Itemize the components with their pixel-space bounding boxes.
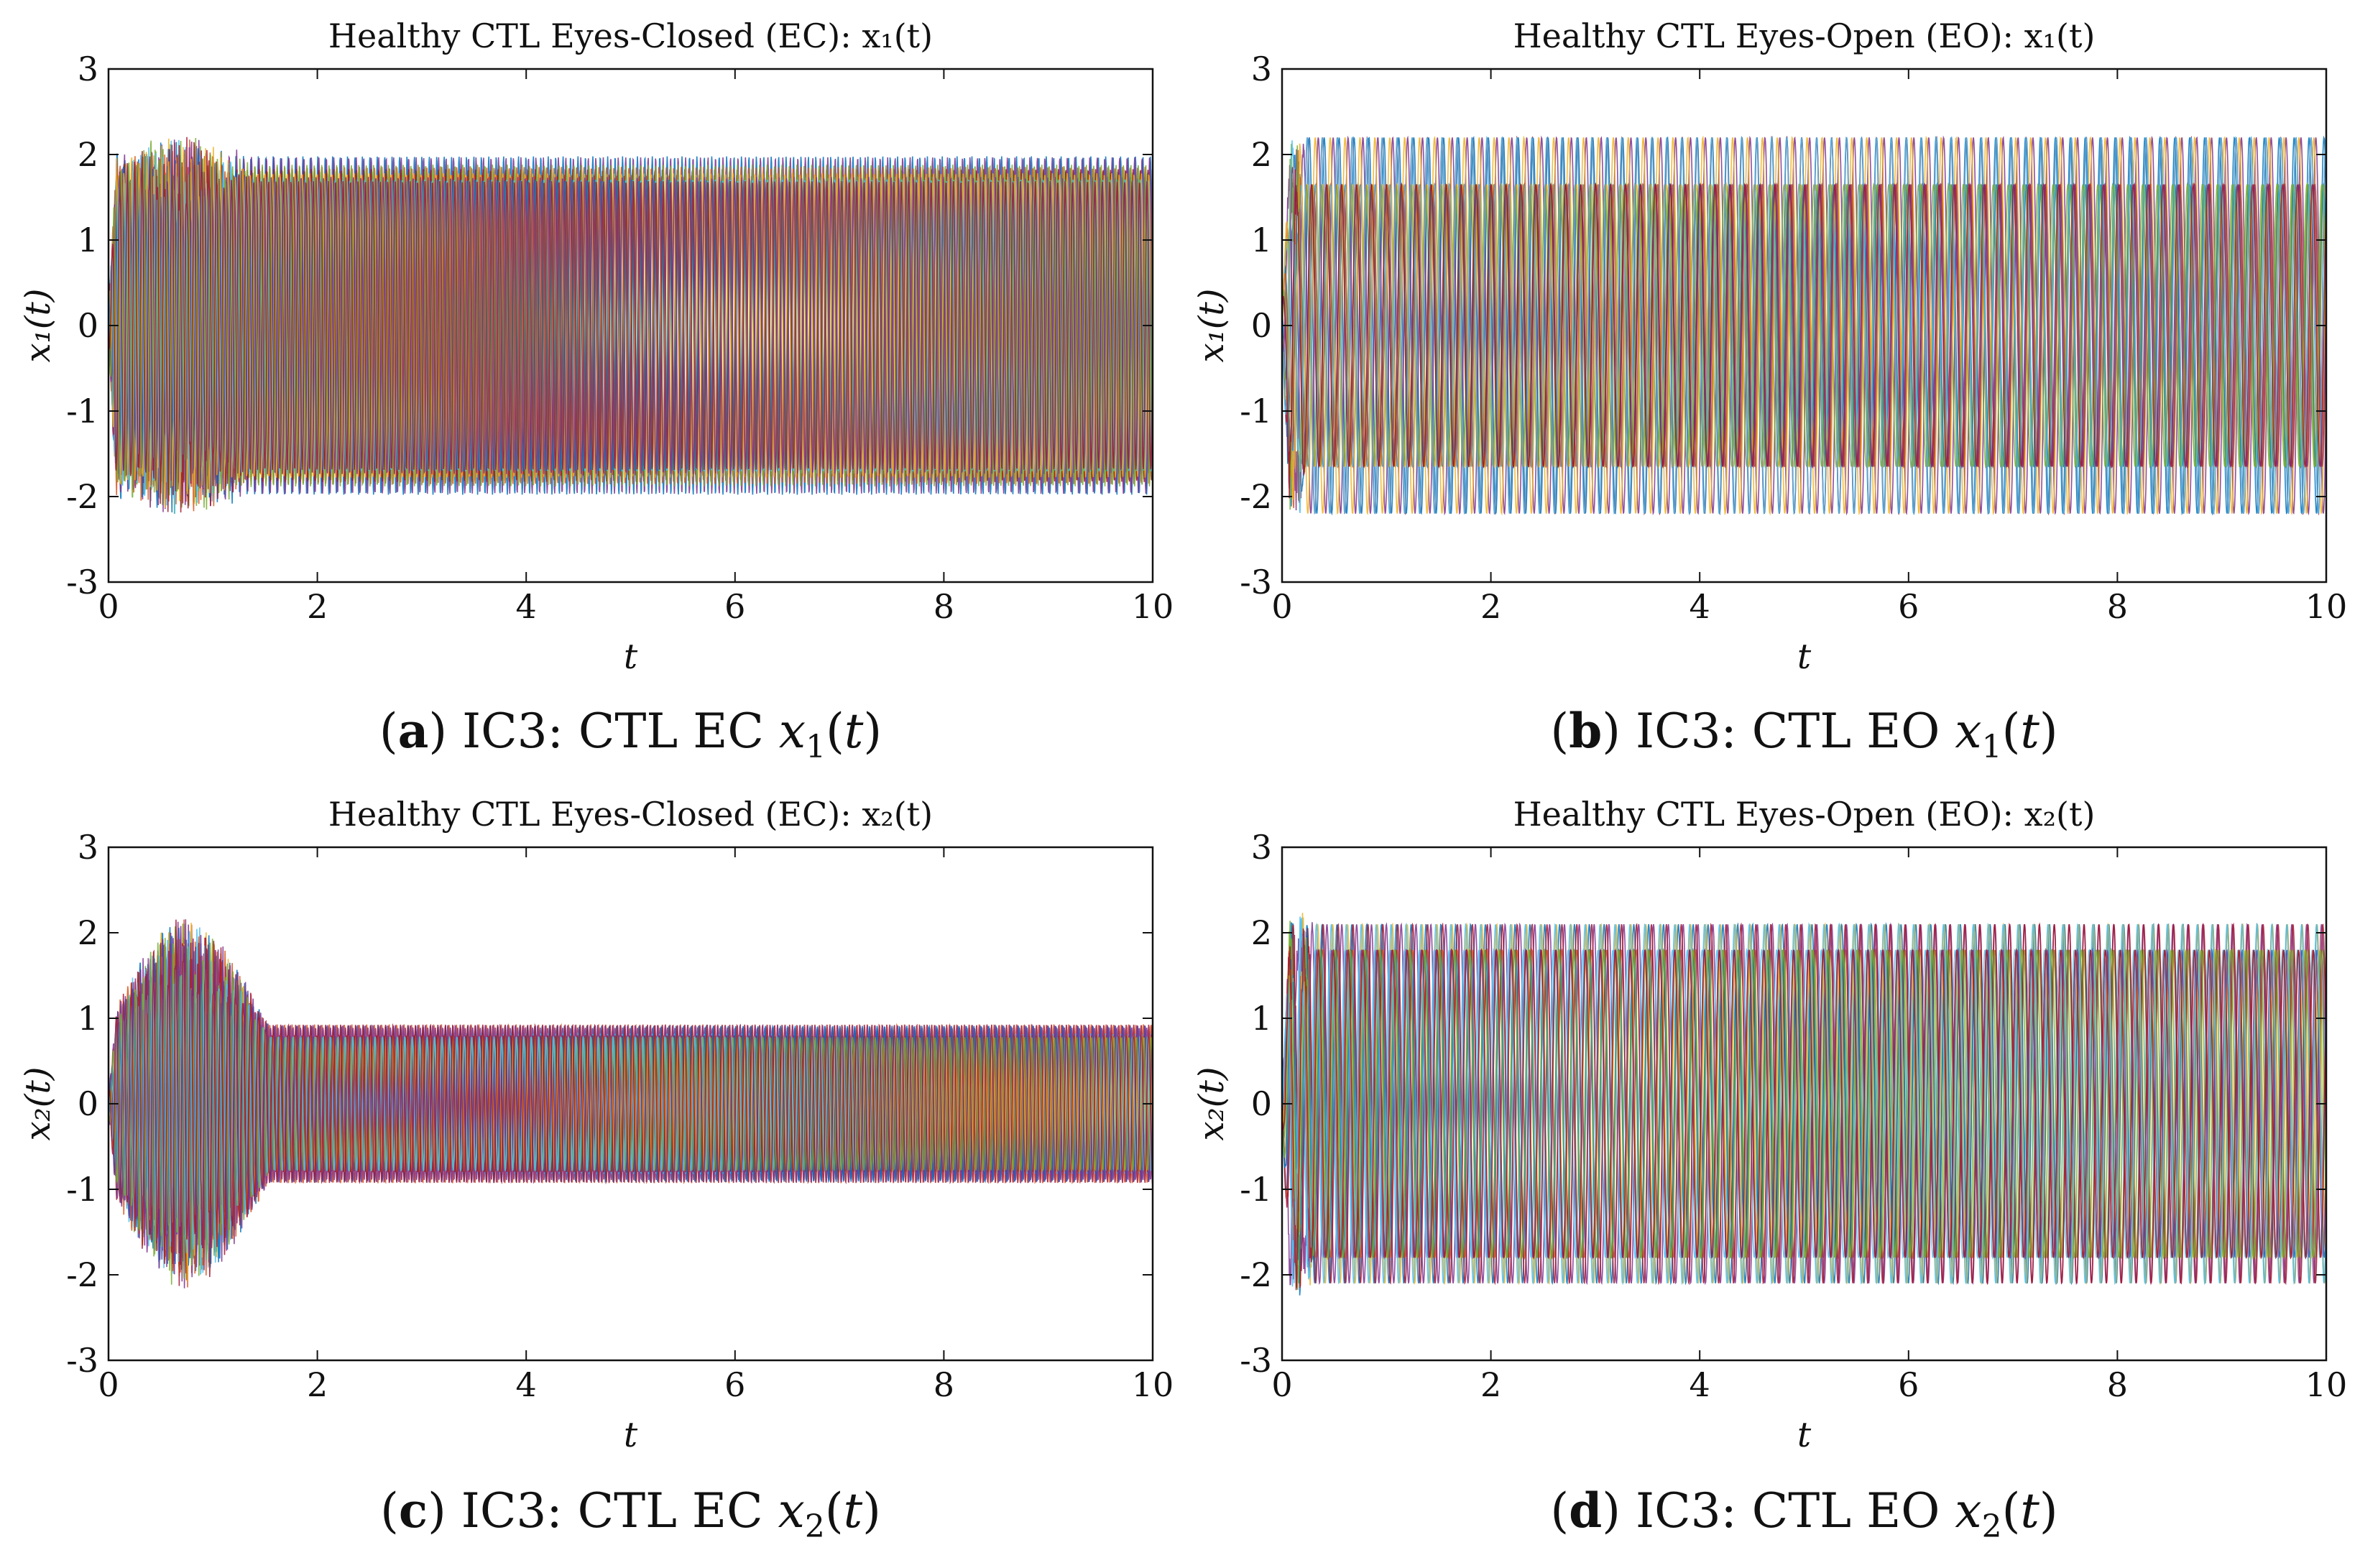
y-tick-label: 0 [78, 1084, 98, 1123]
subfigure-caption: (a) IC3: CTL EC x1(t) [379, 703, 882, 765]
series-line [1282, 918, 2326, 1286]
series-line [1282, 135, 2326, 515]
signal-traces [1282, 913, 2326, 1296]
caption-letter: d [1569, 1482, 1602, 1539]
x-tick-label: 2 [1480, 587, 1501, 626]
y-tick-label: 2 [1251, 913, 1272, 952]
x-tick-label: 10 [1132, 587, 1174, 626]
x-tick-label: 0 [1271, 1365, 1292, 1404]
y-tick-label: -2 [1240, 1255, 1272, 1294]
chart-title: Healthy CTL Eyes-Closed (EC): x₁(t) [328, 17, 933, 55]
x-axis-label: t [1797, 1415, 1812, 1455]
x-tick-label: 8 [934, 1365, 954, 1404]
y-tick-label: -1 [66, 392, 98, 430]
y-tick-label: -1 [1240, 1170, 1272, 1209]
x-tick-label: 10 [1132, 1365, 1174, 1404]
x-tick-label: 0 [98, 587, 119, 626]
subfigure-caption: (b) IC3: CTL EO x1(t) [1550, 703, 2057, 765]
y-tick-label: 2 [1251, 135, 1272, 174]
series-line [109, 137, 1153, 512]
y-tick-label: 0 [1251, 1084, 1272, 1123]
y-axis-label: x₂(t) [1191, 1066, 1232, 1140]
y-tick-label: 1 [1251, 999, 1272, 1038]
y-axis-label: x₁(t) [18, 288, 58, 362]
x-tick-label: 2 [1480, 1365, 1501, 1404]
subfigure-caption: (d) IC3: CTL EO x2(t) [1550, 1482, 2057, 1545]
x-tick-label: 4 [1690, 1365, 1710, 1404]
x-axis-label: t [624, 1415, 638, 1455]
caption-letter: b [1569, 703, 1602, 759]
subfigure-caption: (c) IC3: CTL EC x2(t) [380, 1482, 881, 1545]
y-tick-label: 1 [78, 999, 98, 1038]
series-line [1282, 169, 2326, 499]
signal-traces [109, 137, 1153, 515]
x-tick-label: 2 [307, 1365, 328, 1404]
x-tick-label: 4 [516, 587, 537, 626]
caption-letter: c [399, 1482, 428, 1539]
y-tick-label: 0 [78, 306, 98, 345]
y-tick-label: -2 [66, 477, 98, 516]
x-tick-label: 6 [1898, 1365, 1919, 1404]
x-tick-label: 0 [1271, 587, 1292, 626]
y-tick-label: -1 [1240, 392, 1272, 430]
x-axis-label: t [1797, 637, 1812, 677]
y-tick-label: -2 [1240, 477, 1272, 516]
x-tick-label: 8 [934, 587, 954, 626]
series-line [1282, 144, 2326, 501]
y-tick-label: -3 [1240, 563, 1272, 601]
x-tick-label: 2 [307, 587, 328, 626]
chart-title: Healthy CTL Eyes-Open (EO): x₁(t) [1513, 17, 2096, 55]
y-tick-label: -3 [1240, 1341, 1272, 1380]
x-axis-label: t [624, 637, 638, 677]
y-tick-label: 3 [1251, 828, 1272, 867]
y-axis-label: x₁(t) [1191, 288, 1232, 362]
y-tick-label: 2 [78, 913, 98, 952]
series-line [109, 919, 1153, 1278]
x-tick-label: 4 [516, 1365, 537, 1404]
series-line [1282, 922, 2326, 1288]
y-tick-label: 3 [78, 828, 98, 867]
series-line [1282, 135, 2326, 516]
x-tick-label: 8 [2107, 587, 2128, 626]
x-tick-label: 6 [724, 1365, 745, 1404]
series-line [1282, 928, 2326, 1291]
caption-letter: a [398, 703, 429, 759]
x-tick-label: 8 [2107, 1365, 2128, 1404]
signal-traces [109, 919, 1153, 1288]
x-tick-label: 10 [2305, 587, 2348, 626]
y-axis-label: x₂(t) [18, 1066, 58, 1140]
x-tick-label: 6 [724, 587, 745, 626]
chart-title: Healthy CTL Eyes-Open (EO): x₂(t) [1513, 795, 2096, 834]
x-tick-label: 10 [2305, 1365, 2348, 1404]
series-line [1282, 933, 2326, 1290]
y-tick-label: 1 [78, 221, 98, 259]
signal-traces [1282, 135, 2326, 516]
y-tick-label: -2 [66, 1255, 98, 1294]
y-tick-label: -3 [66, 1341, 98, 1380]
x-tick-label: 0 [98, 1365, 119, 1404]
y-tick-label: 3 [78, 50, 98, 88]
x-tick-label: 4 [1690, 587, 1710, 626]
y-tick-label: -1 [66, 1170, 98, 1209]
chart-title: Healthy CTL Eyes-Closed (EC): x₂(t) [328, 795, 933, 834]
x-tick-label: 6 [1898, 587, 1919, 626]
y-tick-label: 0 [1251, 306, 1272, 345]
y-tick-label: 3 [1251, 50, 1272, 88]
y-tick-label: 1 [1251, 221, 1272, 259]
y-tick-label: -3 [66, 563, 98, 601]
y-tick-label: 2 [78, 135, 98, 174]
